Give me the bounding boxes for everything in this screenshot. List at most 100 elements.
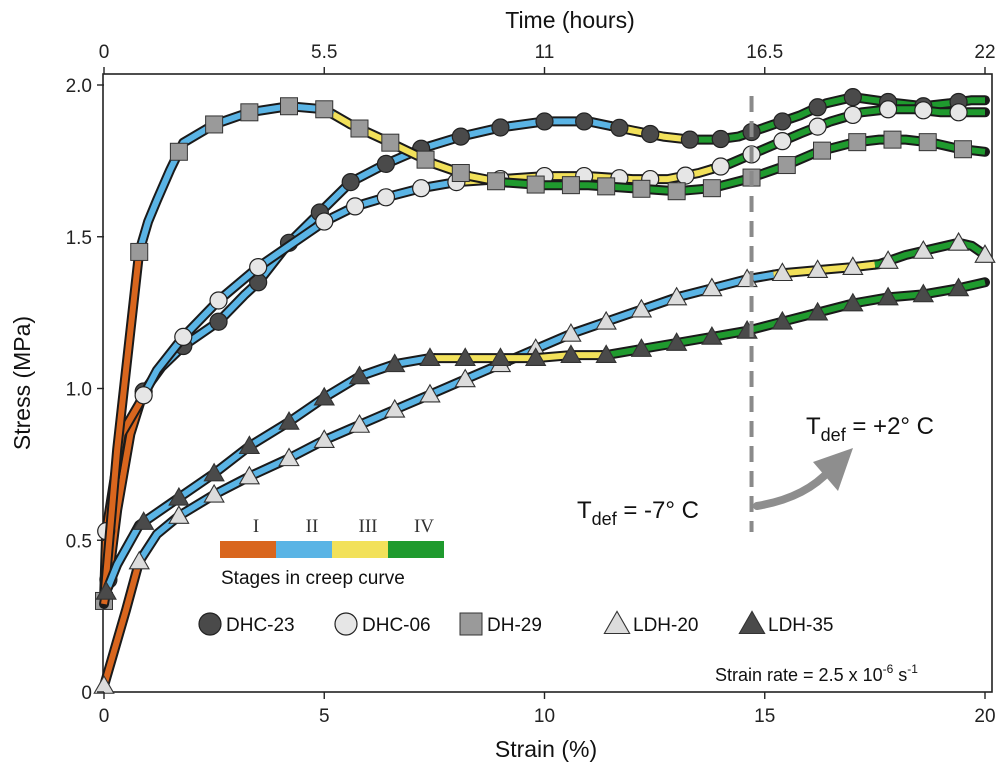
data-point: [384, 398, 406, 418]
data-point: [315, 100, 334, 119]
data-point: [632, 179, 651, 198]
x-tick-label: 20: [974, 706, 995, 727]
data-point: [95, 580, 117, 600]
stage-swatch: [388, 541, 444, 558]
data-point: [777, 156, 796, 175]
stage-label: IV: [414, 516, 434, 537]
data-point: [419, 347, 441, 367]
plot-frame: [102, 73, 993, 693]
top-tick-label: 0: [99, 42, 110, 63]
data-point: [209, 291, 228, 310]
data-point: [130, 242, 149, 261]
data-point: [381, 133, 400, 152]
data-point: [665, 332, 688, 351]
data-point: [128, 550, 150, 570]
data-point: [348, 414, 371, 433]
y-tick-label: 2.0: [66, 76, 92, 97]
data-point: [848, 133, 867, 152]
data-point: [918, 133, 937, 152]
data-point: [376, 154, 396, 174]
legend-label: LDH-20: [633, 615, 698, 636]
data-point: [877, 286, 899, 306]
data-point: [384, 353, 406, 373]
data-point: [238, 465, 261, 485]
data-point: [949, 103, 968, 122]
data-point: [203, 462, 225, 482]
data-point: [680, 130, 699, 149]
data-point: [630, 338, 653, 357]
data-point: [341, 173, 360, 192]
series-line-stage-3: [331, 111, 501, 186]
data-point: [665, 286, 688, 306]
data-point: [711, 157, 730, 176]
data-point: [843, 105, 862, 125]
series-ldh-20: [93, 231, 996, 694]
data-point: [597, 177, 616, 196]
stage-swatch: [332, 541, 388, 558]
top-tick-label: 11: [535, 42, 555, 63]
data-point: [914, 101, 933, 120]
data-point: [912, 283, 935, 303]
data-point: [773, 112, 792, 131]
legend-label: DHC-06: [362, 615, 431, 636]
top-tick-label: 16.5: [746, 42, 783, 63]
data-point: [454, 368, 476, 388]
data-point: [630, 298, 653, 318]
data-point: [491, 118, 510, 137]
series-line-stage-1: [101, 251, 143, 602]
y-axis-title: Stress (MPa): [9, 316, 35, 450]
y-tick-label: 0.5: [66, 531, 92, 552]
legend-label: LDH-35: [768, 615, 833, 636]
data-point: [313, 429, 335, 448]
legend-marker: [334, 612, 358, 636]
stages-legend: I II III IV: [220, 516, 444, 558]
x-tick-label: 5: [319, 706, 330, 727]
data-point: [806, 301, 829, 321]
data-point: [313, 386, 335, 406]
data-point: [808, 117, 827, 136]
data-point: [134, 386, 153, 405]
data-point: [535, 112, 554, 131]
legend-marker: [459, 612, 483, 636]
data-point: [560, 344, 582, 363]
x-axis-title: Strain (%): [495, 736, 597, 762]
data-point: [249, 258, 268, 277]
data-layer: [93, 88, 996, 694]
data-point: [489, 347, 512, 367]
data-point: [419, 383, 441, 403]
data-point: [209, 312, 228, 331]
data-point: [842, 292, 864, 312]
stage-label: II: [306, 516, 319, 537]
data-point: [877, 250, 899, 269]
x-tick-label: 10: [534, 706, 555, 727]
data-point: [771, 262, 794, 282]
data-point: [561, 176, 580, 195]
x-tick-label: 15: [754, 706, 775, 727]
y-tick-label: 1.0: [66, 380, 92, 401]
data-point: [676, 166, 695, 185]
data-point: [595, 310, 617, 330]
series-line-stage-4: [874, 239, 987, 268]
data-point: [953, 140, 972, 159]
series-ldh-35: [95, 277, 990, 609]
strain-rate-annotation: Strain rate = 2.5 x 10-6 s-1: [715, 662, 918, 685]
top-axis-title: Time (hours): [505, 7, 635, 33]
data-point: [883, 130, 902, 149]
data-point: [842, 256, 864, 275]
legend-marker: [603, 610, 631, 635]
data-point: [878, 100, 898, 119]
data-point: [416, 150, 435, 169]
data-point: [348, 365, 371, 385]
stage-swatch: [220, 541, 276, 558]
data-point: [168, 505, 190, 524]
data-point: [376, 188, 396, 207]
data-point: [974, 244, 996, 263]
data-point: [238, 435, 261, 455]
data-point: [345, 197, 365, 216]
data-point: [575, 112, 594, 131]
legend-marker: [738, 610, 766, 635]
data-point: [610, 118, 629, 137]
x-tick-label: 0: [99, 706, 110, 727]
data-point: [526, 175, 545, 194]
